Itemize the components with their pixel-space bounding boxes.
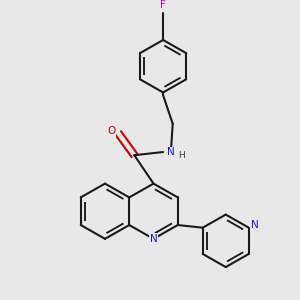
Text: N: N <box>167 147 175 157</box>
Text: N: N <box>150 234 158 244</box>
Text: N: N <box>251 220 259 230</box>
Text: O: O <box>107 126 116 136</box>
Text: H: H <box>178 152 184 160</box>
Text: F: F <box>160 0 166 10</box>
